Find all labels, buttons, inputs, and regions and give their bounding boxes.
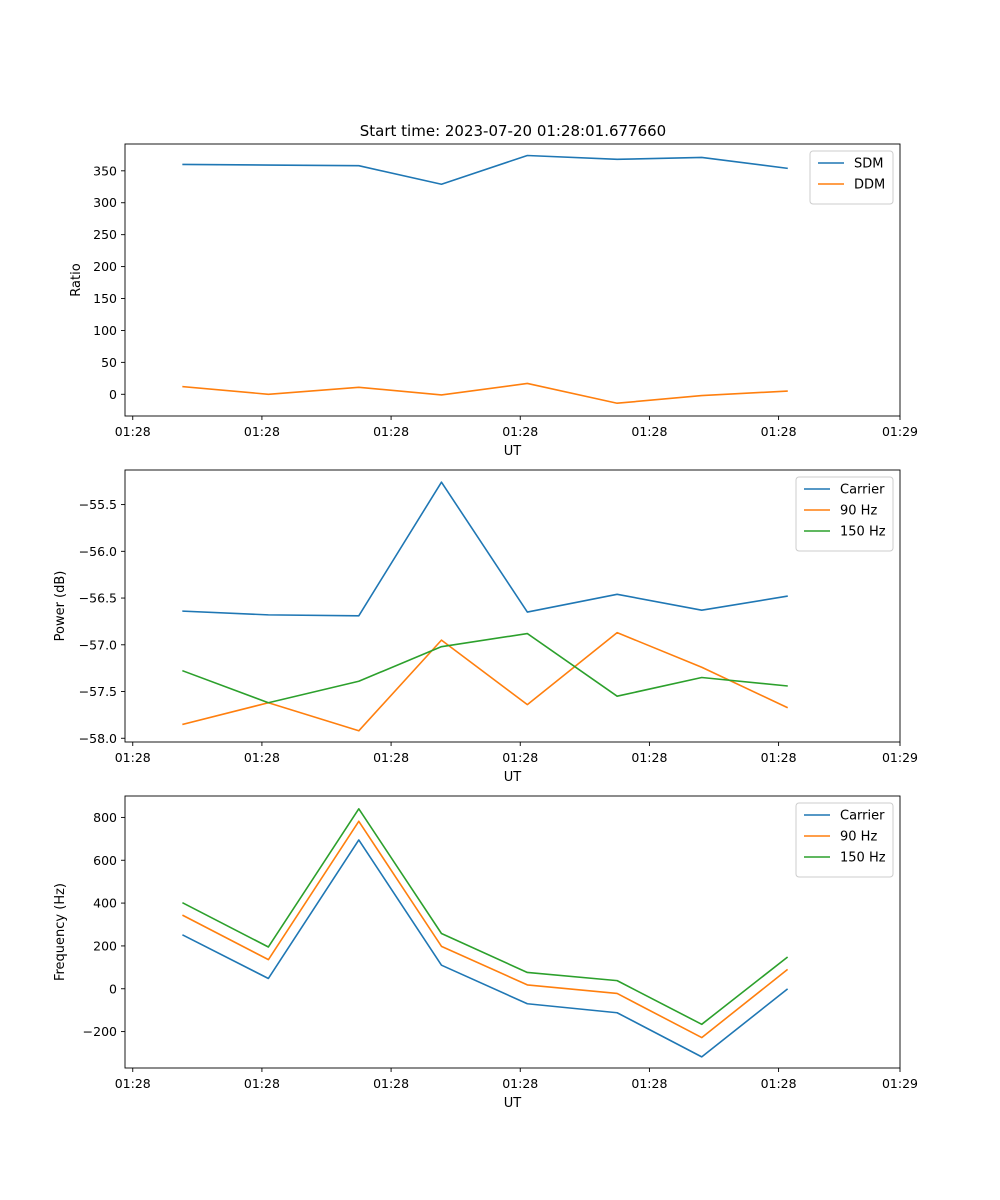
series-line-90-hz [182, 820, 789, 1039]
legend-label: DDM [854, 178, 885, 193]
y-axis-label: Ratio [69, 263, 84, 296]
series-line-150-hz [182, 808, 789, 1026]
x-tick-label: 01:28 [631, 750, 667, 765]
subplot-3: 01:28 01:28 01:28 01:28 01:28 01:28 01:29 −200 0… [53, 795, 918, 1111]
x-tick-label: 01:28 [115, 750, 151, 765]
series-line-90-hz [182, 631, 789, 732]
x-tick-label: 01:29 [882, 424, 918, 439]
y-tick-label: 400 [93, 896, 117, 911]
legend-label: SDM [854, 157, 883, 172]
y-tick-label: 300 [93, 195, 117, 210]
x-tick-label: 01:28 [502, 750, 538, 765]
y-tick-label: −57.5 [79, 684, 117, 699]
x-tick-label: 01:28 [373, 1076, 409, 1091]
series-line-ddm [182, 382, 788, 405]
y-tick-label: 350 [93, 163, 117, 178]
series-line-carrier [182, 481, 788, 617]
legend-label: 90 Hz [840, 830, 877, 845]
legend-box [809, 150, 894, 205]
y-tick-label: 200 [93, 938, 117, 953]
axes-frame [124, 469, 901, 743]
series-line-sdm [182, 154, 788, 186]
legend: Carrier 90 Hz 150 Hz [795, 802, 894, 878]
y-tick-label: −58.0 [79, 731, 117, 746]
y-tick-label: −56.0 [79, 544, 117, 559]
legend: SDM DDM [809, 150, 894, 205]
x-tick-label: 01:29 [882, 1076, 918, 1091]
x-tick-label: 01:28 [244, 1076, 280, 1091]
legend-box [795, 476, 894, 552]
y-tick-label: 600 [93, 853, 117, 868]
x-axis-label: UT [504, 770, 522, 785]
legend: Carrier 90 Hz 150 Hz [795, 476, 894, 552]
y-axis-label: Frequency (Hz) [53, 883, 68, 981]
legend-label: 150 Hz [840, 525, 886, 540]
x-tick-label: 01:28 [244, 424, 280, 439]
figure-title: Start time: 2023-07-20 01:28:01.677660 [360, 122, 666, 140]
y-axis-label: Power (dB) [53, 571, 68, 642]
x-axis-label: UT [504, 1096, 522, 1111]
series-line-150-hz [182, 632, 788, 704]
subplots: 01:28 01:28 01:28 01:28 01:28 01:28 01:29 0 50 10… [53, 143, 918, 1111]
x-tick-label: 01:28 [502, 1076, 538, 1091]
y-tick-label: 0 [109, 387, 117, 402]
y-tick-label: 100 [93, 323, 117, 338]
x-axis-label: UT [504, 444, 522, 459]
x-tick-label: 01:28 [373, 424, 409, 439]
x-tick-label: 01:28 [761, 1076, 797, 1091]
x-tick-label: 01:28 [631, 1076, 667, 1091]
y-tick-label: 200 [93, 259, 117, 274]
legend-label: Carrier [840, 483, 885, 498]
y-tick-label: 800 [93, 810, 117, 825]
x-tick-label: 01:28 [761, 750, 797, 765]
x-tick-label: 01:28 [761, 424, 797, 439]
y-tick-label: −200 [83, 1024, 117, 1039]
x-tick-label: 01:28 [502, 424, 538, 439]
y-tick-label: 150 [93, 291, 117, 306]
legend-box [795, 802, 894, 878]
x-tick-label: 01:29 [882, 750, 918, 765]
y-tick-label: −56.5 [79, 591, 117, 606]
x-tick-label: 01:28 [373, 750, 409, 765]
subplot-2: 01:28 01:28 01:28 01:28 01:28 01:28 01:29 −58.0… [53, 469, 918, 785]
subplot-1: 01:28 01:28 01:28 01:28 01:28 01:28 01:29 0 50 10… [69, 143, 918, 459]
y-tick-label: −55.5 [79, 497, 117, 512]
x-tick-label: 01:28 [244, 750, 280, 765]
x-tick-label: 01:28 [631, 424, 667, 439]
series-line-carrier [182, 839, 789, 1058]
axes-frame [124, 795, 901, 1069]
legend-label: Carrier [840, 809, 885, 824]
x-tick-label: 01:28 [115, 1076, 151, 1091]
y-tick-label: 50 [101, 355, 117, 370]
legend-label: 90 Hz [840, 504, 877, 519]
axes-frame [124, 143, 901, 417]
legend-label: 150 Hz [840, 851, 886, 866]
y-tick-label: −57.0 [79, 637, 117, 652]
x-tick-label: 01:28 [115, 424, 151, 439]
y-tick-label: 250 [93, 227, 117, 242]
y-tick-label: 0 [109, 981, 117, 996]
